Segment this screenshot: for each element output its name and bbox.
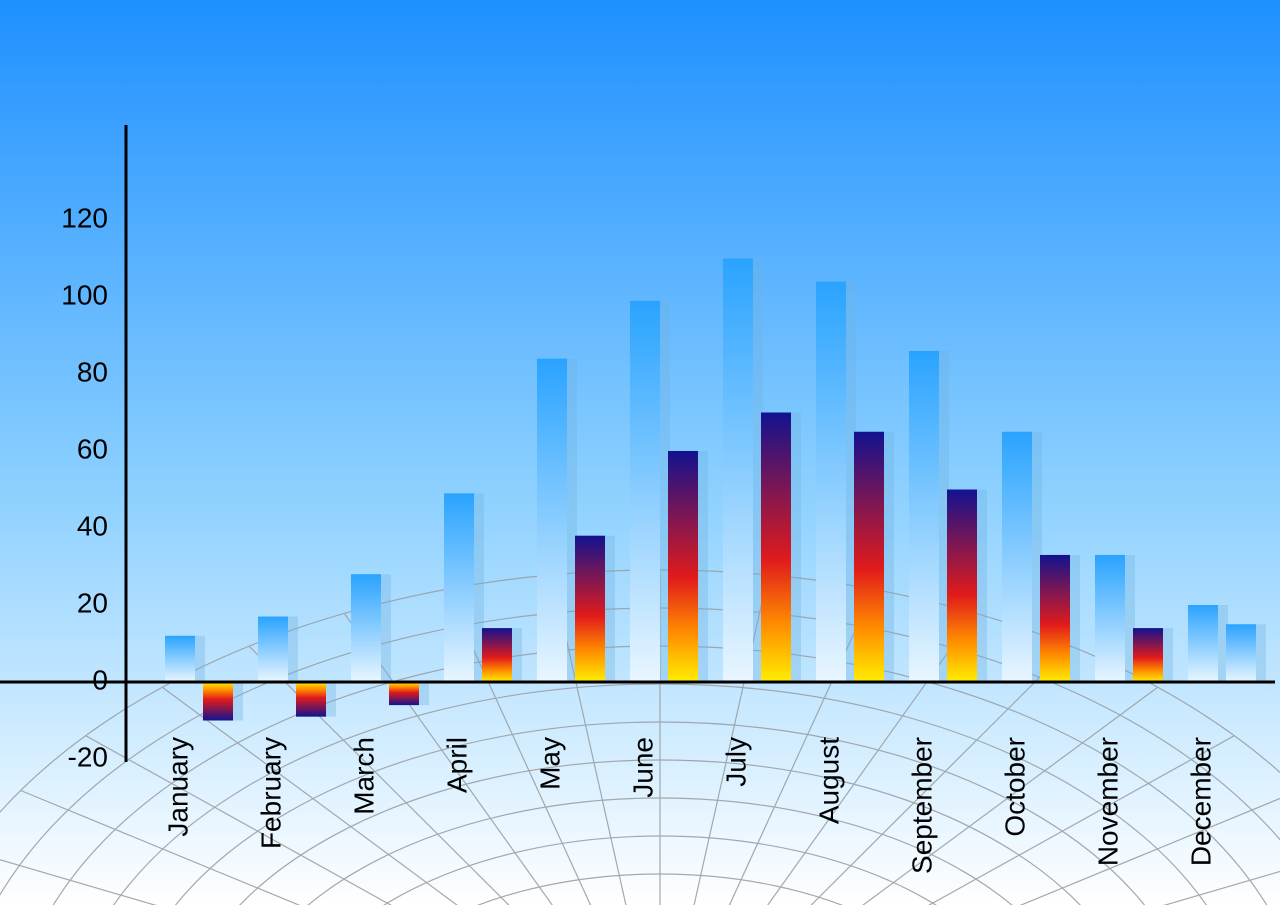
x-category-label: July [720, 737, 751, 787]
x-category-label: March [348, 737, 379, 815]
chart-svg: -20 0 20 40 60 80 100 120 January February March A… [0, 0, 1280, 905]
y-tick-label: 120 [61, 202, 108, 233]
x-category-label: December [1185, 737, 1216, 866]
bar-series-b [761, 413, 791, 683]
bar-series-a [537, 359, 567, 682]
x-category-label: October [999, 737, 1030, 837]
bar-series-b [575, 536, 605, 682]
bar-series-b [1133, 628, 1163, 682]
bar-series-a [1095, 555, 1125, 682]
y-tick-label: 100 [61, 279, 108, 310]
x-category-label: February [255, 737, 286, 849]
x-category-label: November [1092, 737, 1123, 866]
y-tick-label: 0 [92, 664, 108, 695]
x-category-label: June [627, 737, 658, 798]
x-category-label: September [906, 737, 937, 874]
bar-series-a [1188, 605, 1218, 682]
bar-series-a [258, 617, 288, 682]
bar-series-a [816, 282, 846, 682]
y-tick-label: 80 [77, 356, 108, 387]
bar-series-a [444, 493, 474, 682]
bar-series-b [389, 682, 419, 705]
x-category-label: May [534, 737, 565, 790]
x-category-label: August [813, 737, 844, 824]
bar-series-b [482, 628, 512, 682]
x-category-label: April [441, 737, 472, 793]
bar-series-a [165, 636, 195, 682]
bar-series-b [1226, 624, 1256, 682]
bar-series-b [1040, 555, 1070, 682]
bar-series-b [203, 682, 233, 721]
bar-series-a [1002, 432, 1032, 682]
y-tick-label: -20 [68, 741, 108, 772]
bar-series-a [351, 574, 381, 682]
chart-stage: -20 0 20 40 60 80 100 120 January February March A… [0, 0, 1280, 905]
bar-series-b [668, 451, 698, 682]
bar-series-a [630, 301, 660, 682]
bar-series-b [947, 490, 977, 683]
y-tick-label: 60 [77, 433, 108, 464]
y-tick-label: 20 [77, 587, 108, 618]
bar-series-b [296, 682, 326, 717]
y-tick-label: 40 [77, 510, 108, 541]
bar-series-b [854, 432, 884, 682]
x-category-label: January [162, 737, 193, 837]
bar-series-a [723, 259, 753, 683]
bar-series-a [909, 351, 939, 682]
